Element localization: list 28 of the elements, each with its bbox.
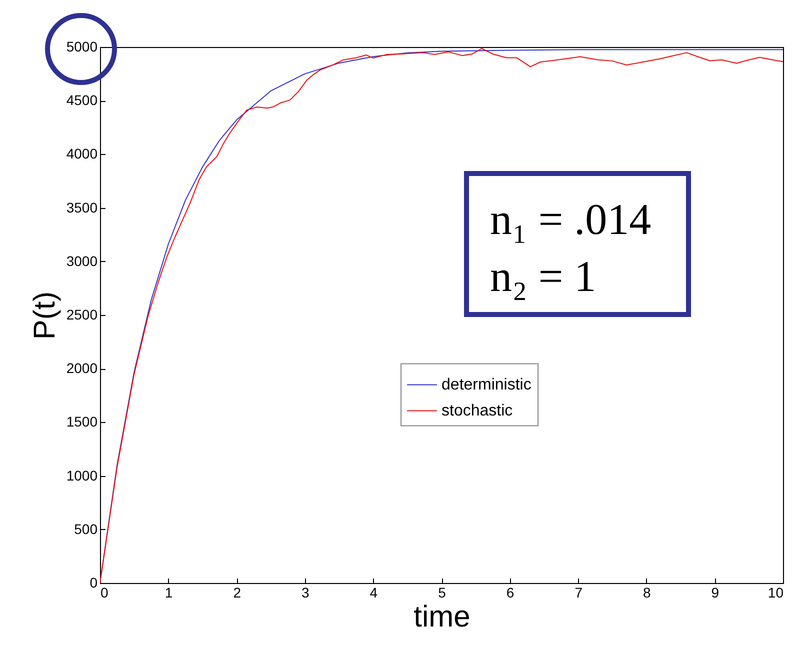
y-tick-label: 4000 [66,146,98,162]
annotation: n₂ = 1 [490,252,596,301]
y-axis-title: P(t) [28,291,62,340]
x-tick-label: 10 [768,584,784,600]
x-tick-label: 0 [100,584,108,600]
y-tick-label: 0 [90,574,98,590]
annotation: n₁ = .014 [490,195,652,244]
y-tick-label: 1000 [66,467,98,484]
y-tick-label: 3500 [66,199,98,216]
legend-label: deterministic [442,376,532,394]
y-tick-label: 5000 [66,38,98,54]
x-tick-label: 2 [233,584,242,600]
y-tick-label: 3000 [66,252,98,269]
y-tick-label: 4500 [66,92,98,108]
y-tick-label: 500 [74,520,98,537]
x-tick-label: 5 [438,584,446,600]
x-tick-label: 1 [164,584,173,600]
x-tick-label: 4 [370,584,378,600]
legend-label: stochastic [442,402,513,420]
y-tick-label: 1500 [66,414,98,430]
x-tick-label: 8 [643,584,651,600]
x-tick-label: 7 [574,584,583,600]
x-axis-title: time [414,600,470,634]
y-tick-label: 2500 [66,306,98,322]
y-tick-label: 2000 [66,360,98,376]
x-tick-label: 3 [302,584,310,600]
x-tick-label: 9 [711,584,720,600]
x-tick-label: 6 [506,584,514,600]
